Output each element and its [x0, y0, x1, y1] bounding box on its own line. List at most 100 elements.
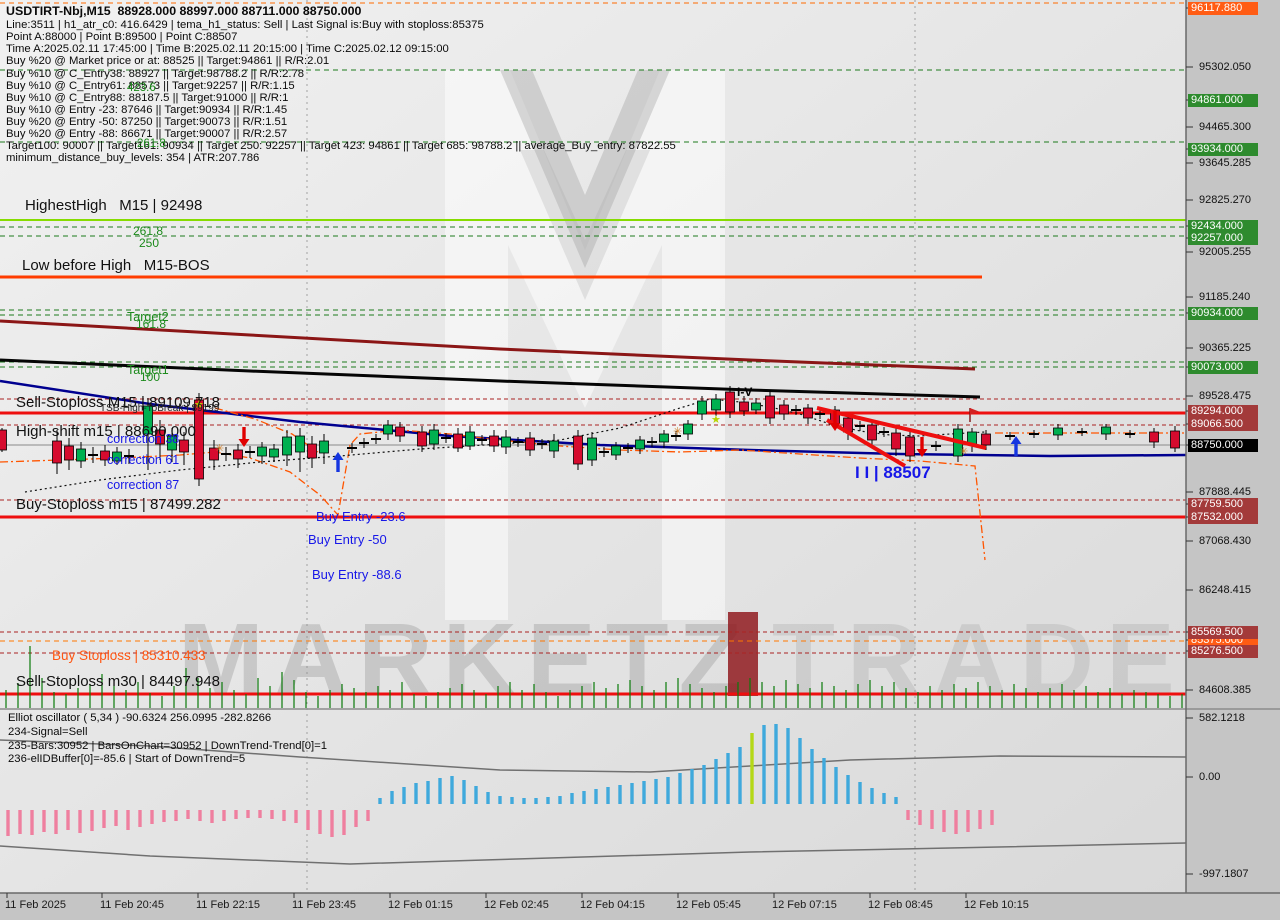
price-label: 90073.000 — [1188, 361, 1258, 374]
price-label: 87759.500 — [1188, 498, 1258, 511]
candle — [525, 432, 535, 456]
chart-label: Buy-Stoploss m15 | 87499.282 — [16, 496, 221, 513]
candle — [112, 447, 122, 465]
price-label: 87532.000 — [1188, 511, 1258, 524]
doji-mark — [647, 437, 657, 447]
chart-label: Sell-Stoploss m30 | 84497.948 — [16, 673, 221, 690]
doji-mark — [441, 433, 451, 443]
levels-layer — [0, 2, 1186, 696]
chart-label: Sell-Stoploss M15 | 89109.718 — [16, 394, 221, 411]
info-line: minimum_distance_buy_levels: 354 | ATR:2… — [6, 152, 260, 165]
info-line: Buy %20 @ Entry -50: 87250 || Target:900… — [6, 115, 288, 128]
doji-mark — [599, 447, 609, 457]
candle — [711, 394, 721, 416]
chart-label: High-shift m15 | 88690.000 — [16, 423, 196, 440]
candle — [573, 430, 583, 470]
chart-label: HighestHigh M15 | 92498 — [25, 197, 203, 214]
candle — [155, 420, 165, 460]
doji-mark — [623, 443, 633, 453]
price-label: 85569.500 — [1188, 626, 1258, 639]
trendline[interactable] — [0, 319, 976, 371]
candle — [905, 432, 915, 462]
price-label: 89294.000 — [1188, 405, 1258, 418]
info-line: Point A:88000 | Point B:89500 | Point C:… — [6, 31, 238, 44]
price-label: 92825.270 — [1199, 194, 1251, 206]
time-label: 12 Feb 07:15 — [772, 899, 837, 911]
price-label: 93645.285 — [1199, 157, 1251, 169]
candle — [1101, 424, 1111, 440]
candle — [194, 393, 204, 486]
chart-label: Buy Stoploss | 85310.433 — [52, 648, 206, 663]
volume-bars — [5, 646, 1183, 708]
price-label: 84608.385 — [1199, 684, 1251, 696]
doji-mark — [791, 405, 801, 415]
wedge-line — [825, 418, 907, 468]
doji-mark — [931, 441, 941, 451]
doji-mark — [1125, 430, 1135, 438]
watermark-text-right: TRADE — [772, 602, 1187, 717]
doji-mark — [879, 427, 889, 437]
candle — [417, 426, 427, 452]
price-label: 91185.240 — [1199, 291, 1251, 303]
candle — [779, 400, 789, 420]
time-label: 12 Feb 02:45 — [484, 899, 549, 911]
candle — [269, 444, 279, 462]
star-marker: ✳ — [673, 426, 682, 438]
trendline[interactable] — [0, 358, 981, 399]
doji-mark — [1029, 430, 1039, 438]
time-label: 12 Feb 10:15 — [964, 899, 1029, 911]
price-label: 92005.255 — [1199, 246, 1251, 258]
price-label: 87068.430 — [1199, 535, 1251, 547]
candle — [52, 430, 62, 474]
chart-label: 261.8 — [137, 138, 166, 150]
star-marker: ★ — [711, 414, 721, 426]
price-label: 92434.000 — [1188, 220, 1258, 233]
chart-label: 250 — [139, 236, 160, 250]
candle — [1053, 424, 1063, 440]
candle — [683, 420, 693, 440]
price-label: 94861.000 — [1188, 94, 1258, 107]
oscillator-layer — [0, 708, 1280, 865]
doji-mark — [221, 447, 231, 461]
candle — [233, 444, 243, 468]
down-arrow — [916, 437, 928, 457]
price-label: 86248.415 — [1199, 584, 1251, 596]
candle — [611, 442, 621, 460]
info-line: Buy %20 @ Market price or at: 88525 || T… — [6, 55, 330, 68]
candle — [501, 430, 511, 454]
candle — [179, 432, 189, 465]
star-marker: ★ — [194, 399, 204, 411]
doji-mark — [359, 438, 369, 448]
price-label: 90934.000 — [1188, 307, 1258, 320]
candle — [295, 428, 305, 472]
watermark: MARKETZ TRADE — [178, 70, 1187, 717]
indicator-info-line: 236-elIDBuffer[0]=-85.6 | Start of DownT… — [8, 753, 246, 766]
down-arrow — [238, 427, 250, 447]
channel-line — [214, 407, 319, 453]
candle — [803, 404, 813, 424]
up-arrow — [332, 452, 344, 472]
chart-label: 261.8 — [133, 224, 164, 238]
doji-mark — [477, 435, 487, 445]
doji-mark — [1005, 432, 1015, 440]
candle — [465, 426, 475, 450]
candle — [1149, 428, 1159, 448]
info-line: Buy %10 @ C_Entry38: 88927 || Target:987… — [6, 67, 305, 80]
price-label: 90365.225 — [1199, 342, 1251, 354]
candle — [257, 442, 267, 464]
candle — [725, 386, 735, 418]
candle — [587, 432, 597, 466]
chart-label: correction 61 — [107, 453, 180, 467]
info-line: Buy %10 @ C_Entry88: 88187.5 || Target:9… — [6, 91, 289, 104]
candle — [867, 420, 877, 448]
price-label: 582.1218 — [1199, 712, 1245, 724]
time-label: 11 Feb 2025 — [5, 899, 66, 911]
info-line: Line:3511 | h1_atr_c0: 416.6429 | tema_h… — [6, 19, 484, 32]
flag-marker — [969, 408, 979, 422]
dotted-trendline — [24, 398, 986, 493]
up-arrow — [1010, 436, 1022, 456]
chart-label: Low before High M15-BOS — [22, 257, 210, 274]
candle — [319, 434, 329, 464]
